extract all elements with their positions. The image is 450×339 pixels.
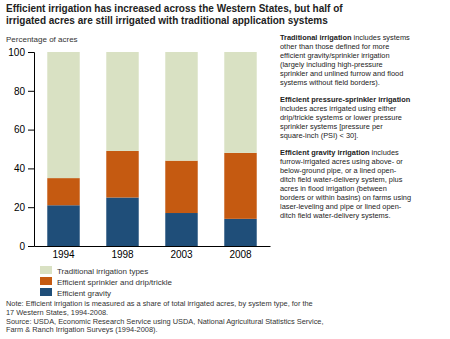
legend-swatch: [40, 277, 52, 285]
title: Efficient irrigation has increased acros…: [6, 3, 343, 14]
annotation-text: sprinkler systems [pressure per: [280, 122, 383, 131]
annotation-text: below-ground pipe, or a lined open-: [280, 166, 397, 175]
tick-mark: [28, 91, 34, 92]
annotation-text: drip/trickle systems or lower pressure: [280, 113, 402, 122]
annotation: Efficient pressure-sprinkler irrigation: [280, 95, 411, 104]
annotation-text: includes systems: [351, 33, 410, 42]
annotation-text: includes acres irrigated using either: [280, 104, 397, 113]
tick-label: 1994: [52, 249, 75, 260]
bar-segment: [47, 205, 79, 246]
annotation-text: furrow-irrigated acres using above- or: [280, 157, 403, 166]
annotation-text: square-inch (PSI) < 30].: [280, 131, 358, 140]
annotation-text: includes: [370, 148, 399, 157]
tick: 100: [8, 47, 34, 58]
legend-label: Traditional irrigation types: [57, 267, 148, 276]
tick: 2003: [170, 249, 193, 260]
bar-segment: [106, 52, 138, 151]
tick-mark: [28, 246, 34, 247]
tick-label: 2003: [170, 249, 193, 260]
tick-label: 20: [14, 202, 26, 213]
tick: 2008: [229, 249, 252, 260]
note: Farm & Ranch Irrigation Surveys (1994-20…: [6, 325, 158, 334]
legend-label: Efficient sprinkler and drip/trickle: [57, 278, 173, 287]
tick: 60: [14, 124, 34, 135]
legend-label: Efficient gravity: [57, 289, 111, 298]
tick: 20: [14, 202, 34, 213]
tick-mark: [28, 52, 34, 53]
axis-line: [35, 246, 271, 247]
tick-label: 1998: [111, 249, 134, 260]
x-axis: 1994 1998 2003 2008: [35, 247, 271, 261]
legend-swatch: [40, 266, 52, 274]
legend: Traditional irrigation types Efficient sp…: [40, 266, 173, 298]
annotation-text: ditch field water-delivery system, plus: [280, 175, 403, 184]
tick: 1998: [111, 249, 134, 260]
annotation-text: sprinkler and unlined furrow and flood: [280, 69, 403, 78]
tick-mark: [28, 168, 34, 169]
tick: 0: [19, 241, 34, 252]
bar-segment: [224, 219, 256, 246]
bar-segment: [165, 213, 197, 246]
chart: Efficient irrigation has increased acros…: [0, 0, 450, 339]
annotation-text: borders or within basins) on farms using: [280, 193, 411, 202]
annotation-title: Efficient pressure-sprinkler irrigation: [280, 95, 411, 104]
annotation-text: ditch field water-delivery systems.: [280, 211, 390, 220]
note: Note: Efficient irrigation is measured a…: [6, 299, 313, 308]
tick-label: 60: [14, 124, 26, 135]
annotation-text: laser-leveling and pipe or lined open-: [280, 202, 402, 211]
note: Source: USDA, Economic Research Service …: [6, 317, 324, 326]
annotation-text: systems without field borders).: [280, 78, 380, 87]
bar-segment: [224, 153, 256, 219]
tick-label: 2008: [229, 249, 252, 260]
title: irrigated acres are still irrigated with…: [6, 15, 328, 26]
bars: [47, 52, 256, 246]
y-axis: 0 20 40 60 80 100: [8, 47, 34, 252]
tick: 1994: [52, 249, 75, 260]
annotation-text: acres in flood irrigation (between: [280, 184, 387, 193]
annotation: Traditional irrigation includes systems: [280, 33, 410, 42]
axis-title: Percentage of acres: [6, 35, 78, 44]
bar-segment: [47, 52, 79, 178]
bar-segment: [106, 198, 138, 247]
bar-segment: [106, 151, 138, 198]
annotation-text: other than those defined for more: [280, 42, 389, 51]
bar-segment: [165, 52, 197, 161]
annotation-title: Efficient gravity irrigation: [280, 148, 370, 157]
axis-line: [28, 53, 35, 247]
annotation-text: efficient gravity/sprinkler irrigation: [280, 51, 390, 60]
tick: 40: [14, 163, 34, 174]
annotation-text: (largely including high-pressure: [280, 60, 383, 69]
series: [47, 52, 256, 178]
tick-mark: [28, 130, 34, 131]
legend-swatch: [40, 288, 52, 296]
tick-label: 80: [14, 86, 26, 97]
annotation: Efficient gravity irrigation includes: [280, 148, 399, 157]
annotation-title: Traditional irrigation: [280, 33, 352, 42]
note: 17 Western States, 1994-2008.: [6, 308, 108, 317]
tick-label: 0: [19, 241, 25, 252]
bar-segment: [165, 161, 197, 213]
tick-label: 100: [8, 47, 25, 58]
bar-segment: [224, 52, 256, 153]
tick-label: 40: [14, 163, 26, 174]
tick: 80: [14, 86, 34, 97]
tick-mark: [28, 207, 34, 208]
bar-segment: [47, 178, 79, 205]
